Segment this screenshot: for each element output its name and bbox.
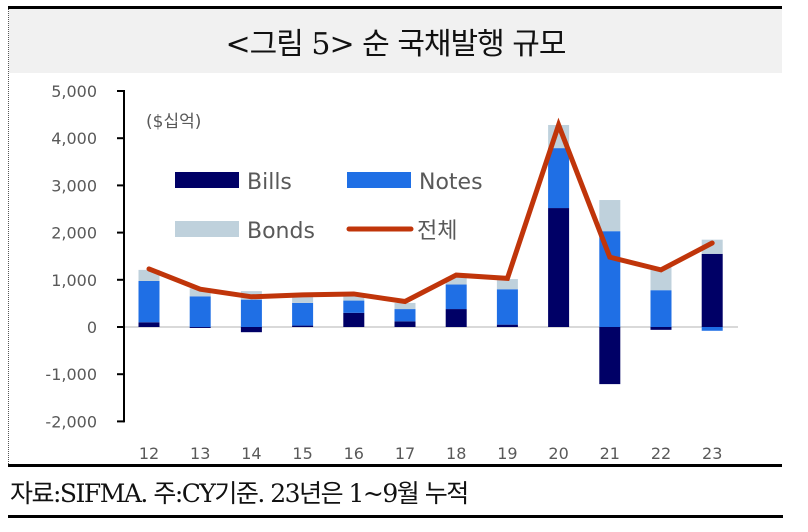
- y-axis: 5,000 4,000 3,000 2,000 1,000 0 -1,000 -2,000: [45, 82, 125, 431]
- bar-segment-bills: [189, 327, 211, 328]
- source-note: 자료:SIFMA. 주:CY기준. 23년은 1~9월 누적: [10, 479, 469, 508]
- left-dotted-border: [8, 9, 9, 464]
- bar-segment-bills: [548, 208, 570, 327]
- bar-segment-notes: [240, 299, 262, 327]
- bar-segment-notes: [650, 290, 672, 327]
- bar-segment-bonds: [599, 200, 621, 232]
- top-rule: [8, 6, 782, 9]
- legend-swatch: [175, 172, 239, 188]
- bar-segment-bills: [292, 325, 314, 327]
- y-tick-label: -1,000: [45, 365, 97, 384]
- bar-segment-bills: [701, 253, 723, 327]
- y-tick-label: 0: [87, 318, 97, 337]
- y-tick-label: 1,000: [51, 271, 97, 290]
- legend-label: Bonds: [247, 219, 315, 244]
- legend-item-notes: Notes: [347, 170, 483, 195]
- chart-title: <그림 5> 순 국채발행 규모: [225, 27, 567, 62]
- bar-segment-bills: [138, 322, 160, 327]
- bar-segment-notes: [394, 309, 416, 322]
- bar-segment-bills: [445, 309, 467, 327]
- bar-segment-bills: [240, 327, 262, 333]
- x-tick-label: 16: [344, 444, 364, 463]
- bar-series: [138, 124, 723, 385]
- bar-segment-notes: [496, 289, 518, 325]
- legend-label: Bills: [247, 170, 292, 195]
- y-tick-label: 5,000: [51, 82, 97, 101]
- bar-segment-bills: [394, 321, 416, 327]
- bar-segment-notes: [189, 296, 211, 327]
- bar-segment-bills: [343, 312, 365, 327]
- x-tick-label: 19: [497, 444, 517, 463]
- total-line: [146, 117, 715, 305]
- x-tick-label: 22: [651, 444, 671, 463]
- legend-item-전체: 전체: [346, 219, 457, 244]
- x-tick-label: 15: [292, 444, 312, 463]
- bar-segment-notes: [138, 280, 160, 323]
- legend-swatch: [175, 221, 239, 237]
- bar-segment-bonds: [292, 296, 314, 303]
- x-tick-label: 18: [446, 444, 466, 463]
- bar-segment-notes: [599, 231, 621, 327]
- bar-segment-bills: [599, 327, 621, 385]
- bar-segment-bonds: [394, 302, 416, 310]
- legend-label: 전체: [417, 219, 457, 244]
- legend: Bills Notes Bonds 전체: [175, 170, 483, 244]
- x-tick-label: 12: [139, 444, 159, 463]
- y-tick-label: 2,000: [51, 224, 97, 243]
- bar-segment-notes: [292, 302, 314, 326]
- legend-item-bills: Bills: [175, 170, 292, 195]
- legend-item-bonds: Bonds: [175, 219, 315, 244]
- bar-segment-bills: [650, 327, 672, 330]
- x-axis: 12 13 14 15 16 17 18 19 20 21 22 23: [139, 444, 723, 463]
- bar-segment-bonds: [445, 277, 467, 285]
- y-tick-label: 3,000: [51, 176, 97, 195]
- bar-segment-notes: [701, 327, 723, 331]
- legend-swatch: [347, 172, 411, 188]
- y-tick-label: 4,000: [51, 129, 97, 148]
- total-line-series: [146, 117, 715, 305]
- x-tick-label: 23: [702, 444, 722, 463]
- x-tick-label: 14: [241, 444, 261, 463]
- bar-segment-bills: [496, 324, 518, 327]
- title-box: <그림 5> 순 국채발행 규모: [9, 9, 782, 73]
- bar-segment-bonds: [189, 288, 211, 297]
- bar-segment-bonds: [343, 296, 365, 301]
- bar-segment-notes: [548, 148, 570, 209]
- bottom-rule: [8, 464, 782, 467]
- bottom-rule-2: [8, 515, 783, 518]
- bar-segment-bonds: [650, 267, 672, 291]
- legend-label: Notes: [419, 170, 483, 195]
- y-tick-label: -2,000: [45, 412, 97, 431]
- bar-segment-bonds: [138, 269, 160, 281]
- bar-segment-bonds: [496, 279, 518, 290]
- x-tick-label: 13: [190, 444, 210, 463]
- unit-label: ($십억): [146, 112, 201, 132]
- bar-segment-notes: [343, 300, 365, 313]
- x-tick-label: 20: [548, 444, 568, 463]
- x-tick-label: 21: [600, 444, 620, 463]
- bar-segment-notes: [445, 284, 467, 310]
- x-tick-label: 17: [395, 444, 415, 463]
